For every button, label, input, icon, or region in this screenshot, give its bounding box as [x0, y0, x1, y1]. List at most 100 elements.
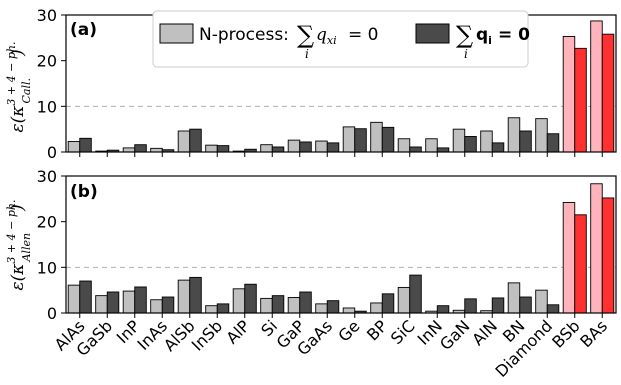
bar-b-total-si — [271, 295, 285, 314]
bar-b-total-sic — [409, 274, 422, 314]
legend-label-n-process: N-process: — [199, 25, 289, 45]
bar-a-total-inp — [134, 144, 147, 153]
bar-b-total-bas — [601, 197, 615, 314]
y-tick-label: 0 — [47, 304, 57, 323]
bar-b-n-process-bp — [370, 302, 383, 314]
category-label: BSb — [548, 316, 583, 351]
panel-a: 0 10 20 30 — [37, 6, 617, 162]
bar-a-n-process-bas — [590, 20, 603, 153]
bar-a-total-insb — [216, 145, 230, 153]
panel-a-label: (a) — [70, 20, 97, 40]
bar-a-total-alas — [79, 137, 92, 153]
y-axis-label-a: ε(κ3 + 4 − ph. Call.) — [5, 42, 33, 133]
bar-a-total-alsb — [189, 128, 202, 153]
bar-b-n-process-alp — [232, 288, 246, 314]
bar-a-n-process-si — [260, 144, 273, 153]
bar-a-total-aln — [491, 142, 505, 153]
bar-a-total-bas — [601, 33, 615, 153]
bar-a-n-process-sic — [397, 138, 411, 153]
bar-b-n-process-bas — [590, 183, 603, 314]
y-tick-label: 30 — [37, 167, 57, 186]
bar-a-n-process-gaas — [315, 140, 328, 153]
bar-b-n-process-si — [260, 297, 273, 314]
bar-a-n-process-bsb — [562, 36, 576, 153]
bar-a-total-si — [271, 146, 285, 153]
bar-b-n-process-bsb — [562, 202, 576, 314]
bar-a-total-sic — [409, 146, 422, 153]
bar-a-n-process-bp — [370, 121, 383, 153]
y-tick-label: 0 — [47, 143, 57, 162]
bar-b-n-process-gap — [287, 297, 301, 314]
legend-swatch-total — [415, 23, 450, 44]
bar-b-total-gan — [464, 298, 477, 314]
bar-a-n-process-bn — [507, 117, 521, 153]
bar-a-total-bn — [519, 130, 532, 153]
legend-swatch-n-process — [159, 23, 194, 44]
legend-sum-symbol-2: ∑ — [456, 21, 473, 49]
bar-b-n-process-inp — [122, 290, 136, 314]
category-label: SiC — [387, 316, 419, 348]
bar-b-total-bsb — [574, 214, 587, 314]
svg-text:ε(κ3 + 4 − ph.Call.): ε(κ3 + 4 − ph. Call.) — [5, 42, 33, 133]
bar-b-total-bp — [381, 293, 395, 314]
bar-a-n-process-inp — [122, 147, 136, 153]
legend-rhs-1: = 0 — [348, 25, 378, 45]
bar-b-n-process-gasb — [95, 295, 108, 314]
bar-a-n-process-ge — [342, 126, 356, 153]
bar-b-total-alsb — [189, 276, 202, 314]
bar-b-n-process-insb — [205, 305, 218, 314]
bar-b-total-bn — [519, 296, 532, 314]
bar-a-n-process-alsb — [177, 130, 191, 153]
svg-text:ε(κ3 + 4 − ph.Allen): ε(κ3 + 4 − ph. Allen) — [5, 200, 33, 291]
bar-b-total-inn — [436, 305, 450, 314]
legend-sum-sub-2: i — [464, 47, 468, 61]
bar-b-total-gaas — [326, 300, 340, 314]
bar-a-n-process-diamond — [535, 118, 548, 153]
bar-b-total-gap — [299, 291, 312, 314]
legend-sum-symbol-1: ∑ — [297, 21, 314, 49]
legend-sum-sub-1: i — [305, 47, 309, 61]
category-label: AlP — [222, 316, 253, 347]
bar-a-n-process-insb — [205, 144, 218, 153]
panel-b-label: (b) — [70, 182, 98, 202]
bar-a-total-diamond — [546, 133, 560, 153]
bar-a-total-gaas — [326, 142, 340, 153]
bar-b-total-insb — [216, 303, 230, 314]
bar-b-n-process-alas — [67, 284, 81, 314]
bar-a-total-gap — [299, 141, 312, 153]
bar-a-n-process-aln — [480, 130, 493, 153]
y-tick-label: 20 — [37, 52, 57, 71]
bar-a-total-bp — [381, 126, 395, 153]
bar-b-total-inp — [134, 286, 147, 314]
category-label: BAs — [576, 316, 611, 351]
bar-b-n-process-diamond — [535, 289, 548, 314]
bar-b-total-alp — [244, 283, 257, 314]
bar-b-total-alas — [79, 280, 92, 314]
y-tick-label: 30 — [37, 6, 57, 25]
category-label: AlN — [468, 316, 501, 349]
bar-a-n-process-inn — [425, 138, 438, 153]
y-tick-label: 20 — [37, 213, 57, 232]
category-label: BP — [363, 316, 391, 344]
bar-b-total-aln — [491, 297, 505, 314]
category-label: InSb — [188, 316, 226, 354]
bar-b-total-inas — [161, 296, 175, 314]
category-label: Ge — [334, 316, 363, 345]
axes-frame-b — [65, 175, 617, 314]
bar-b-n-process-alsb — [177, 279, 191, 314]
bar-a-n-process-alas — [67, 141, 81, 153]
y-tick-label: 10 — [37, 258, 57, 277]
bar-b-total-diamond — [546, 304, 560, 314]
bar-b-n-process-gaas — [315, 303, 328, 314]
legend: N-process: ∑ i qxi = 0 ∑ i qi = 0 — [152, 10, 530, 68]
bar-b-n-process-bn — [507, 282, 521, 314]
bar-b-total-gasb — [106, 291, 120, 314]
y-tick-label: 10 — [37, 97, 57, 116]
legend-expr-1: qxi — [316, 25, 337, 47]
bar-a-n-process-gan — [452, 128, 466, 153]
bar-a-total-bsb — [574, 47, 587, 153]
bar-b-n-process-inas — [150, 299, 163, 314]
bar-b-n-process-ge — [342, 307, 356, 314]
